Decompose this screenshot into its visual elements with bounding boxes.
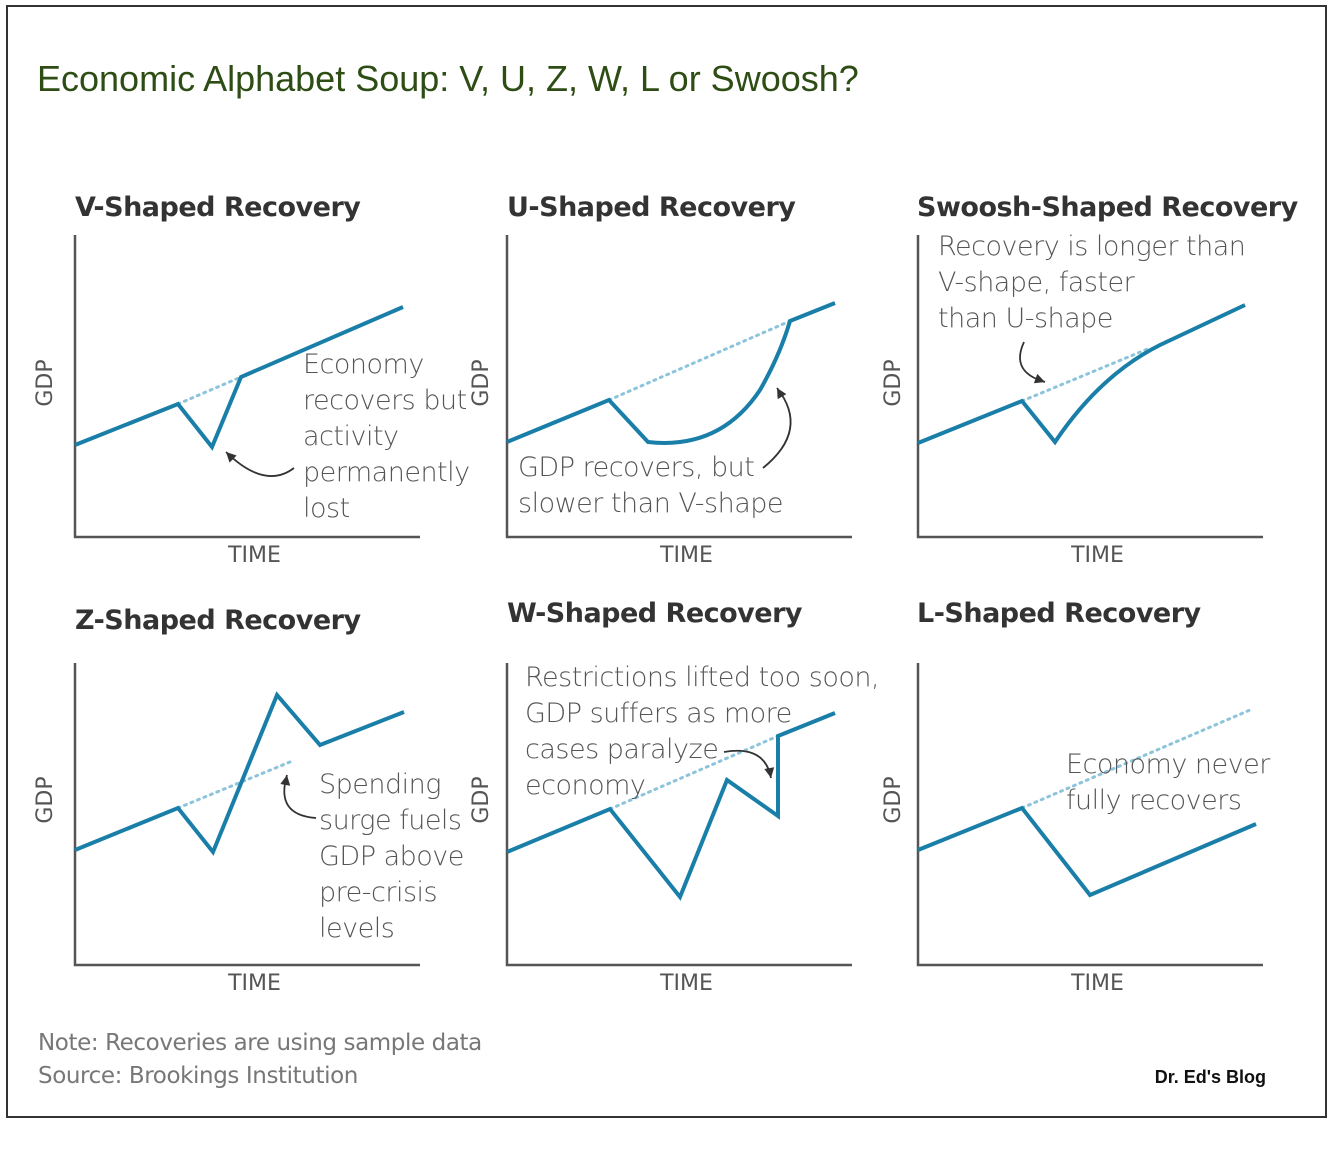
main-title: Economic Alphabet Soup: V, U, Z, W, L or… [37, 58, 859, 99]
frame [6, 5, 1327, 1118]
arrow-head [280, 775, 291, 786]
annotation: GDP suffers as more [525, 698, 792, 729]
annotation: Restrictions lifted too soon, [525, 662, 879, 693]
annotation: GDP recovers, but [518, 452, 754, 483]
panel-title: W-Shaped Recovery [507, 598, 803, 629]
annotation: GDP above [319, 841, 464, 872]
x-axis-label: TIME [227, 543, 281, 568]
axes [505, 663, 852, 967]
gdp-line [917, 805, 1257, 898]
arrow-head [777, 388, 787, 400]
axes [916, 663, 1263, 967]
y-axis-label: GDP [33, 776, 58, 823]
gdp-line [74, 305, 404, 451]
trend-line [1020, 708, 1252, 810]
trend-line [608, 734, 780, 811]
y-axis-label: GDP [881, 776, 906, 823]
annotation: lost [303, 493, 350, 524]
annotation: levels [319, 913, 394, 944]
trend-line [176, 760, 292, 810]
annotation: Spending [319, 769, 441, 800]
annotation: than U-shape [938, 303, 1113, 334]
x-axis-label: TIME [659, 971, 713, 996]
arrow [762, 387, 792, 469]
note: Note: Recoveries are using sample data [38, 1030, 482, 1056]
arrow-head [764, 767, 775, 778]
annotation: permanently [303, 457, 470, 488]
panel-title: V-Shaped Recovery [75, 192, 361, 223]
gdp-line [506, 711, 836, 901]
annotation: cases paralyze [525, 734, 718, 765]
y-axis-label: GDP [469, 359, 494, 406]
axes [73, 235, 420, 539]
gdp-line [74, 691, 405, 856]
gdp-line [506, 301, 836, 445]
y-axis-label: GDP [881, 359, 906, 406]
credit: Dr. Ed's Blog [1155, 1067, 1266, 1087]
annotation: recovers but [303, 385, 467, 416]
y-axis-label: GDP [469, 776, 494, 823]
x-axis-label: TIME [1070, 971, 1124, 996]
gdp-line [917, 303, 1246, 446]
panel-title: Z-Shaped Recovery [75, 605, 361, 636]
trend-line [607, 319, 792, 402]
axes [73, 663, 420, 967]
annotation: economy [525, 770, 645, 801]
y-axis-label: GDP [33, 359, 58, 406]
annotation: activity [303, 421, 399, 452]
annotation: fully recovers [1066, 785, 1241, 816]
annotation: surge fuels [319, 805, 462, 836]
annotation: Recovery is longer than [938, 231, 1245, 262]
annotation: slower than V-shape [518, 488, 783, 519]
x-axis-label: TIME [227, 971, 281, 996]
axes [916, 235, 1263, 539]
panel-title: L-Shaped Recovery [917, 598, 1202, 629]
panel-title: U-Shaped Recovery [507, 192, 796, 223]
trend-line [176, 375, 243, 406]
panel-title: Swoosh-Shaped Recovery [917, 192, 1299, 223]
annotation: Economy never [1066, 749, 1271, 780]
annotation: Economy [303, 349, 424, 380]
axes [505, 235, 852, 539]
trend-line [1020, 346, 1152, 403]
annotation: pre-crisis [319, 877, 437, 908]
x-axis-label: TIME [1070, 543, 1124, 568]
arrow [225, 451, 295, 477]
source: Source: Brookings Institution [38, 1063, 358, 1089]
x-axis-label: TIME [659, 543, 713, 568]
annotation: V-shape, faster [938, 267, 1136, 298]
arrow-head [1033, 373, 1045, 384]
